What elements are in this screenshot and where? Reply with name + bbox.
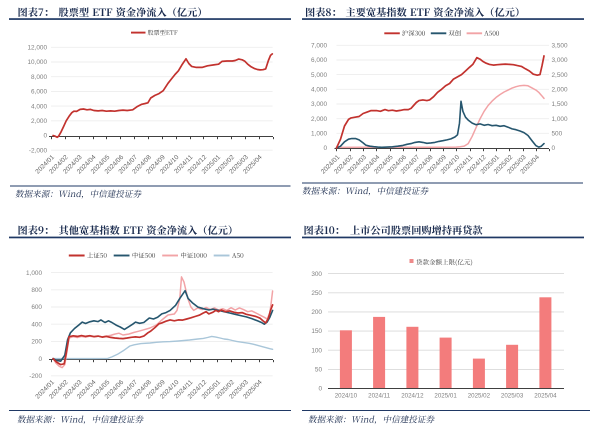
svg-text:300: 300 xyxy=(311,271,322,278)
svg-text:200: 200 xyxy=(31,339,42,346)
svg-text:600: 600 xyxy=(31,304,42,311)
svg-text:3,000: 3,000 xyxy=(311,101,327,108)
svg-text:2025/03: 2025/03 xyxy=(501,392,524,399)
svg-text:0: 0 xyxy=(38,356,42,363)
svg-text:100: 100 xyxy=(311,347,322,354)
svg-text:1,000: 1,000 xyxy=(311,131,327,138)
svg-text:2,000: 2,000 xyxy=(311,116,327,123)
svg-text:6,000: 6,000 xyxy=(31,89,47,96)
svg-text:-200: -200 xyxy=(29,373,42,380)
svg-text:1,500: 1,500 xyxy=(552,101,568,108)
svg-text:3,500: 3,500 xyxy=(552,43,568,50)
svg-text:0: 0 xyxy=(323,145,327,152)
svg-text:800: 800 xyxy=(31,287,42,294)
svg-text:250: 250 xyxy=(311,290,322,297)
svg-text:6,000: 6,000 xyxy=(311,57,327,64)
svg-text:2024/11: 2024/11 xyxy=(368,392,390,399)
svg-text:0: 0 xyxy=(552,145,556,152)
svg-text:1,000: 1,000 xyxy=(552,116,568,123)
svg-text:10,000: 10,000 xyxy=(27,59,47,66)
svg-text:0: 0 xyxy=(318,386,322,393)
svg-text:0: 0 xyxy=(43,133,47,140)
svg-text:150: 150 xyxy=(311,328,322,335)
svg-text:50: 50 xyxy=(315,367,323,374)
svg-text:2025/04: 2025/04 xyxy=(534,392,557,399)
svg-text:200: 200 xyxy=(311,309,322,316)
svg-text:8,000: 8,000 xyxy=(31,74,47,81)
svg-text:3,000: 3,000 xyxy=(552,57,568,64)
svg-text:2024/10: 2024/10 xyxy=(335,392,358,399)
svg-text:12,000: 12,000 xyxy=(27,45,47,52)
svg-text:2025/01: 2025/01 xyxy=(434,392,457,399)
svg-text:5,000: 5,000 xyxy=(311,72,327,79)
svg-text:2,000: 2,000 xyxy=(31,118,47,125)
svg-text:2,500: 2,500 xyxy=(552,72,568,79)
svg-text:400: 400 xyxy=(31,321,42,328)
svg-text:-2,000: -2,000 xyxy=(29,147,48,154)
svg-text:1,000: 1,000 xyxy=(26,270,42,277)
svg-text:4,000: 4,000 xyxy=(31,103,47,110)
svg-text:2024/12: 2024/12 xyxy=(401,392,424,399)
svg-text:2,000: 2,000 xyxy=(552,87,568,94)
svg-text:7,000: 7,000 xyxy=(311,43,327,50)
svg-text:500: 500 xyxy=(552,131,563,138)
svg-text:2025/02: 2025/02 xyxy=(468,392,491,399)
svg-text:4,000: 4,000 xyxy=(311,87,327,94)
